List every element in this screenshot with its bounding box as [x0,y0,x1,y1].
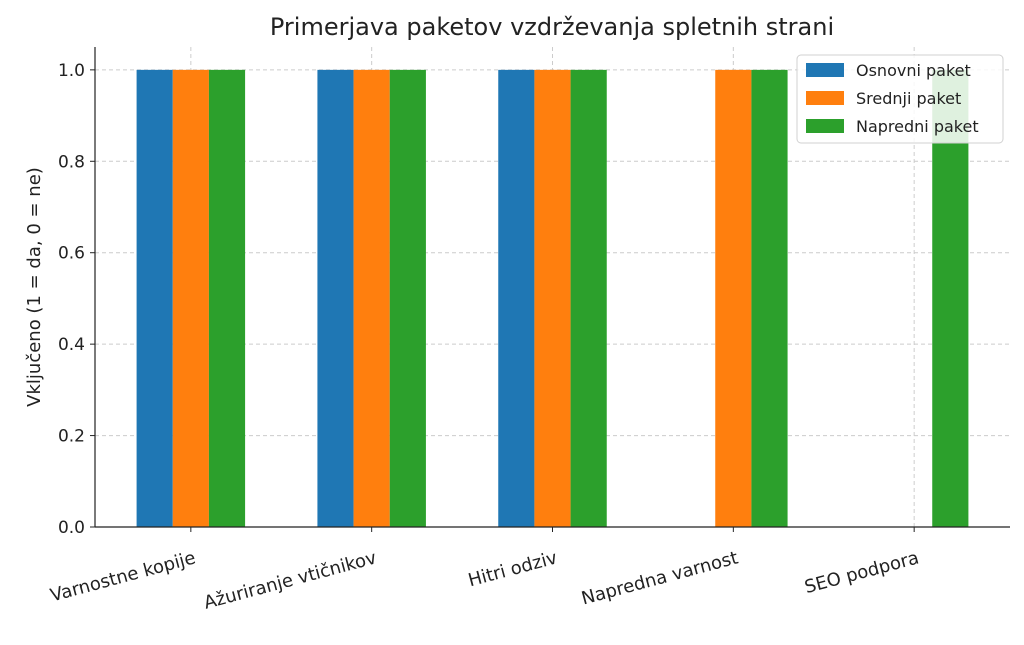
bar-srednji-paket [534,69,571,527]
y-axis-label: Vključeno (1 = da, 0 = ne) [24,167,45,407]
y-tick-label: 1.0 [58,61,85,81]
bar-napredni-paket [208,69,246,527]
bar-napredni-paket [932,69,969,527]
bar-napredni-paket [389,69,426,527]
x-tick-label: SEO podpora [802,547,921,598]
x-tick-label: Hitri odziv [466,547,560,591]
bar-napredni-paket [751,69,788,527]
legend-label: Napredni paket [856,117,979,136]
y-tick-label: 0.0 [58,518,85,538]
legend: Osnovni paket Srednji paket Napredni paket [796,54,1004,144]
y-tick-label: 0.4 [58,335,85,355]
x-tick-label: Varnostne kopije [48,547,198,606]
legend-label: Osnovni paket [856,61,971,80]
bar-napredni-paket [570,69,607,527]
bar-srednji-paket [715,69,752,527]
legend-swatch [806,63,844,77]
bar-srednji-paket [172,69,209,527]
legend-swatch [806,119,844,133]
y-tick-label: 0.6 [58,244,85,264]
y-tick-label: 0.2 [58,427,85,447]
legend-label: Srednji paket [856,89,961,108]
y-tick-label: 0.8 [58,152,85,172]
legend-box [796,54,1004,144]
legend-swatch [806,91,844,105]
x-tick-label: Napredna varnost [579,547,740,609]
bar-osnovni-paket [317,69,354,527]
bar-srednji-paket [353,69,390,527]
bars [136,69,969,527]
bar-osnovni-paket [136,69,173,527]
x-tick-label: Ažuriranje vtičnikov [202,547,379,613]
chart-title: Primerjava paketov vzdrževanja spletnih … [270,13,834,41]
bar-osnovni-paket [498,69,535,527]
